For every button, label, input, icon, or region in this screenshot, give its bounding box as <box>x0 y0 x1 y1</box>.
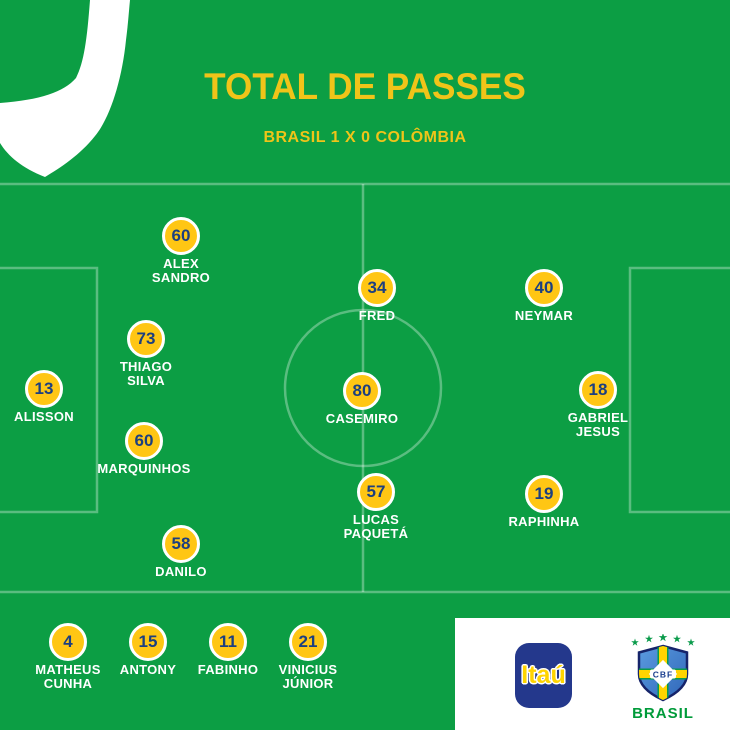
pass-count: 4 <box>63 632 73 651</box>
pass-count: 60 <box>171 226 191 245</box>
pass-count: 57 <box>366 482 386 501</box>
pass-count-badge: 73 <box>127 320 165 358</box>
player-name: VINICIUS JÚNIOR <box>278 662 338 691</box>
player-name: GABRIEL JESUS <box>567 410 629 439</box>
pass-count-badge: 58 <box>162 525 200 563</box>
player-name: RAPHINHA <box>508 514 580 529</box>
pass-count-badge: 34 <box>358 269 396 307</box>
pass-count-badge: 40 <box>525 269 563 307</box>
pass-count-badge: 60 <box>162 217 200 255</box>
cbf-crest-label: CBF <box>653 669 673 679</box>
sponsor-panel: Itaú <box>455 618 730 730</box>
pass-count: 80 <box>352 381 372 400</box>
pass-count-badge: 4 <box>49 623 87 661</box>
player-name: THIAGO SILVA <box>119 359 173 388</box>
player-name: LUCAS PAQUETÁ <box>343 512 409 541</box>
pass-count-badge: 13 <box>25 370 63 408</box>
match-score: BRASIL 1 X 0 COLÔMBIA <box>263 129 467 146</box>
itau-logo: Itaú <box>515 643 572 708</box>
pass-count-badge: 60 <box>125 422 163 460</box>
pass-count: 18 <box>588 380 608 399</box>
pass-count: 58 <box>171 534 191 553</box>
page-title: TOTAL DE PASSES <box>204 66 526 107</box>
pass-count-badge: 11 <box>209 623 247 661</box>
pass-count: 15 <box>138 632 158 651</box>
pass-count-badge: 19 <box>525 475 563 513</box>
pass-count-badge: 15 <box>129 623 167 661</box>
player-name: ANTONY <box>119 662 177 677</box>
cbf-country-label: BRASIL <box>632 705 694 722</box>
pass-count: 73 <box>136 329 156 348</box>
player-name: MARQUINHOS <box>97 461 191 476</box>
cbf-stars <box>631 634 695 646</box>
pass-count: 40 <box>534 278 554 297</box>
player-name: FABINHO <box>197 662 259 677</box>
pass-count: 21 <box>298 632 318 651</box>
itau-logo-label: Itaú <box>521 661 566 689</box>
cbf-crest-icon: CBF <box>631 634 695 702</box>
right-penalty-box <box>628 266 730 514</box>
player-name: DANILO <box>155 564 207 579</box>
pass-count: 13 <box>34 379 54 398</box>
pass-count: 19 <box>534 484 554 503</box>
pass-count-badge: 21 <box>289 623 327 661</box>
player-name: CASEMIRO <box>325 411 399 426</box>
pass-count: 34 <box>367 278 387 297</box>
player-name: MATHEUS CUNHA <box>35 662 101 691</box>
player-name: ALISSON <box>14 409 74 424</box>
player-name: ALEX SANDRO <box>151 256 211 285</box>
pass-count-badge: 18 <box>579 371 617 409</box>
player-name: FRED <box>358 308 396 323</box>
pass-count: 60 <box>134 431 154 450</box>
player-name: NEYMAR <box>514 308 574 323</box>
pass-count-badge: 57 <box>357 473 395 511</box>
pass-count-badge: 80 <box>343 372 381 410</box>
pass-count: 11 <box>219 632 237 651</box>
